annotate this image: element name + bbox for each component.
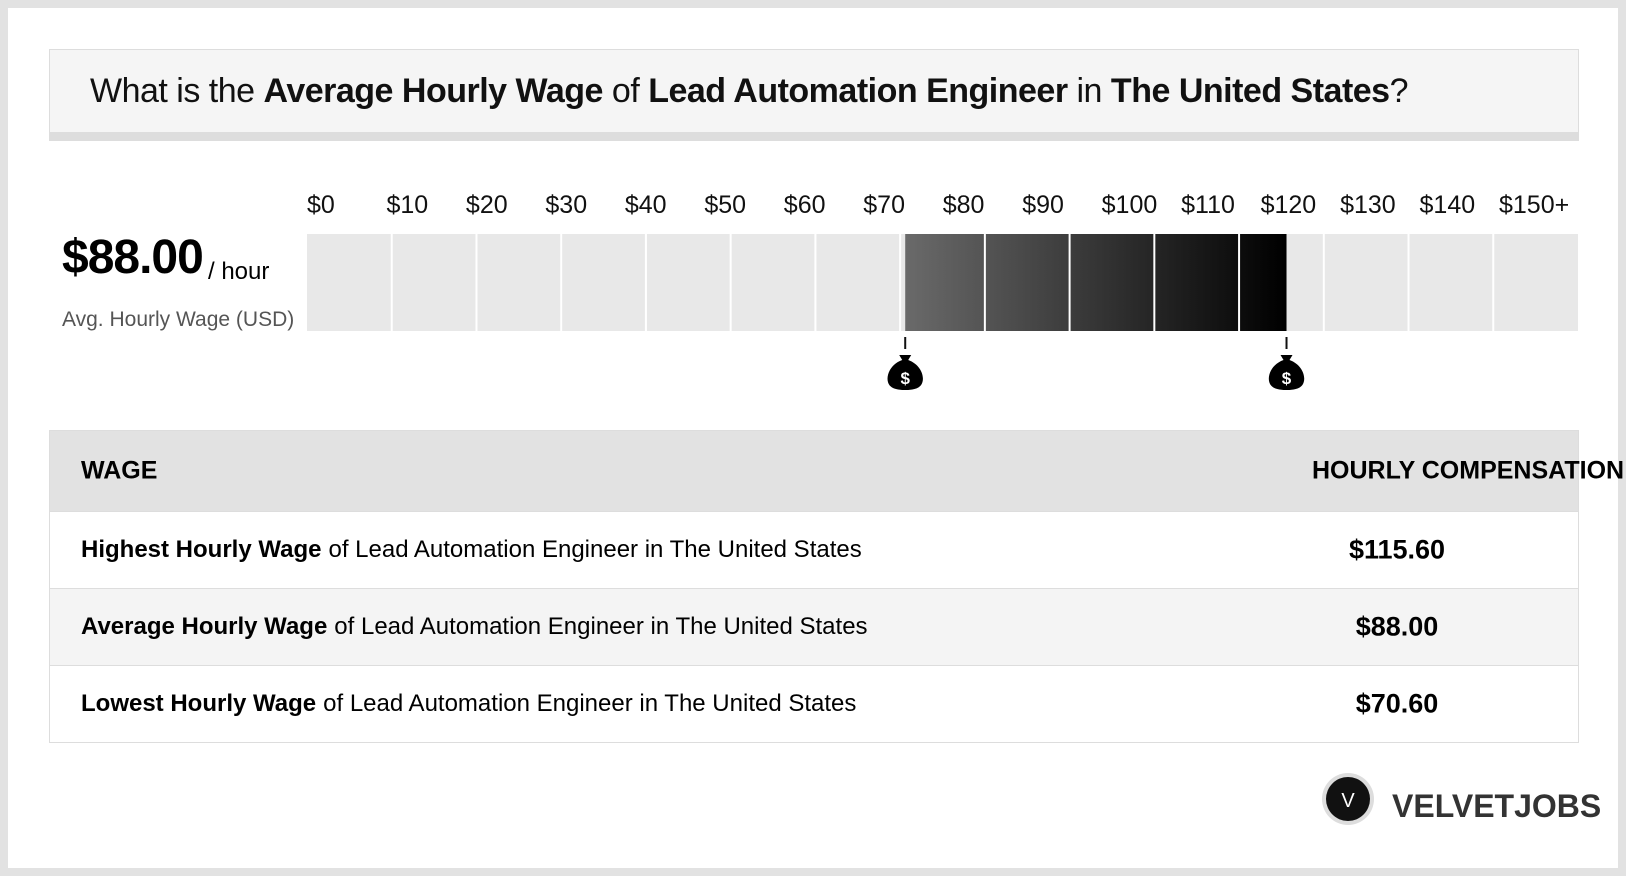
- scale-segment: [391, 234, 477, 331]
- money-bag: [1268, 355, 1305, 390]
- x-tick-label: $100: [1102, 191, 1158, 219]
- avg-caption: Avg. Hourly Wage (USD): [62, 308, 295, 331]
- x-tick-label: $90: [1022, 191, 1064, 219]
- title-text: ?: [1389, 72, 1409, 110]
- avg-unit: / hour: [208, 258, 270, 285]
- table-row: Average Hourly Wage of Lead Automation En…: [50, 588, 1578, 665]
- scale-segment: [815, 234, 901, 331]
- x-tick-label: $130: [1340, 191, 1396, 219]
- title-job: Lead Automation Engineer: [648, 72, 1068, 110]
- title-text: in: [1076, 72, 1103, 110]
- x-tick-label: $70: [863, 191, 905, 219]
- money-sign: $: [1282, 369, 1292, 388]
- scale-segment: [1323, 234, 1409, 331]
- title-location: The United States: [1110, 72, 1390, 110]
- row-text: of Lead Automation Engineer in The Unite…: [328, 536, 862, 563]
- row-value: $70.60: [1355, 688, 1439, 719]
- scale-segment: [645, 234, 731, 331]
- x-tick-label: $20: [466, 191, 508, 219]
- table-row: WAGE HOURLY COMPENSATION: [50, 431, 1624, 511]
- scale-segment: [476, 234, 562, 331]
- x-tick-label: $0: [307, 191, 335, 219]
- logo-mark: V: [1341, 790, 1355, 812]
- x-tick-label: $50: [704, 191, 746, 219]
- row-metric: Average Hourly Wage: [81, 613, 328, 640]
- table-row: Highest Hourly Wage of Lead Automation En…: [50, 511, 1578, 588]
- row-value: $88.00: [1355, 611, 1439, 642]
- row-value: $115.60: [1348, 534, 1446, 565]
- scale-segment: [730, 234, 816, 331]
- range-bar: [905, 234, 1287, 331]
- row-label: Average Hourly Wage of Lead Automation En…: [81, 613, 868, 641]
- x-tick-label: $40: [625, 191, 667, 219]
- money-sign: $: [900, 369, 910, 388]
- wage-table: WAGE HOURLY COMPENSATION Highest Hourly Wa…: [49, 430, 1624, 743]
- avg-value: $88.00: [62, 231, 204, 284]
- row-text: of Lead Automation Engineer in The Unite…: [323, 690, 857, 717]
- x-tick-label: $120: [1261, 191, 1317, 219]
- x-tick-label: $10: [386, 191, 428, 219]
- logo-circle: [1326, 777, 1370, 821]
- scale-segment: [1493, 234, 1578, 331]
- row-metric: Highest Hourly Wage: [81, 536, 322, 563]
- scale-segment: [1408, 234, 1494, 331]
- title-text: What is the: [90, 72, 255, 110]
- title: What is the Average Hourly Wage of Lead …: [49, 49, 1579, 141]
- scale-segment: [561, 234, 646, 331]
- row-label: Lowest Hourly Wage of Lead Automation Eng…: [81, 690, 856, 718]
- x-tick-label: $110: [1181, 191, 1235, 219]
- x-tick-label: $150+: [1499, 191, 1569, 219]
- x-tick-label: $140: [1420, 191, 1476, 219]
- title-metric: Average Hourly Wage: [263, 72, 604, 110]
- row-metric: Lowest Hourly Wage: [81, 690, 317, 717]
- scale-segment: [307, 234, 392, 331]
- x-tick-label: $30: [545, 191, 587, 219]
- row-label: Highest Hourly Wage of Lead Automation En…: [81, 536, 862, 564]
- header-cell: WAGE: [81, 456, 158, 485]
- table-row: Lowest Hourly Wage of Lead Automation Eng…: [50, 665, 1578, 742]
- logo-name: VELVETJOBS: [1392, 788, 1602, 824]
- title-text: of: [611, 72, 640, 110]
- x-tick-label: $60: [784, 191, 826, 219]
- x-tick-label: $80: [943, 191, 985, 219]
- money-bag: [887, 355, 923, 390]
- row-text: of Lead Automation Engineer in The Unite…: [334, 613, 868, 640]
